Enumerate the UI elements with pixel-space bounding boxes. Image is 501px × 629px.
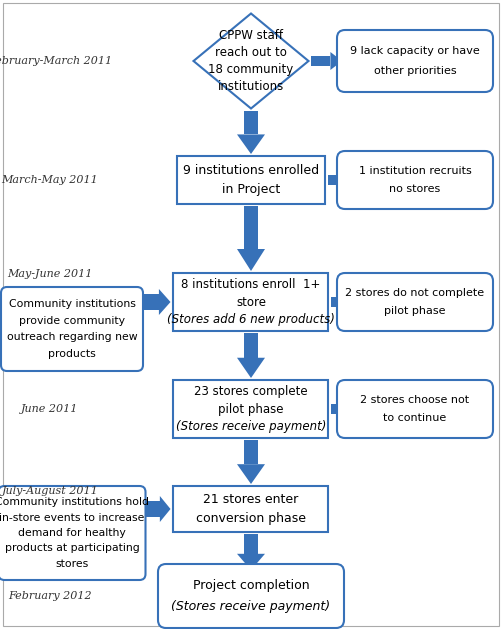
Polygon shape [330,52,341,70]
Text: Project completion: Project completion [192,579,309,592]
Text: stores: stores [55,559,89,569]
Text: May-June 2011: May-June 2011 [8,269,93,279]
Text: conversion phase: conversion phase [195,512,306,525]
Polygon shape [236,358,265,378]
Polygon shape [236,554,265,570]
FancyBboxPatch shape [1,287,143,371]
Polygon shape [337,293,341,311]
Polygon shape [193,13,308,108]
FancyBboxPatch shape [327,175,336,185]
Text: Community institutions hold: Community institutions hold [0,497,149,507]
FancyBboxPatch shape [173,380,328,438]
Text: in-store events to increase: in-store events to increase [0,513,144,523]
Polygon shape [236,464,265,484]
Text: 18 community: 18 community [208,63,293,76]
Text: provide community: provide community [19,316,125,326]
Text: other priorities: other priorities [373,66,455,76]
Text: pilot phase: pilot phase [218,403,283,416]
Text: in Project: in Project [221,184,280,196]
Text: store: store [235,296,266,308]
Text: products: products [48,349,96,359]
Text: outreach regarding new: outreach regarding new [7,332,137,342]
Text: (Stores receive payment): (Stores receive payment) [175,420,326,433]
FancyBboxPatch shape [142,501,159,517]
Text: 21 stores enter: 21 stores enter [203,493,298,506]
Polygon shape [336,171,341,189]
Text: 9 institutions enrolled: 9 institutions enrolled [182,164,319,177]
FancyBboxPatch shape [336,380,492,438]
Text: CPPW staff: CPPW staff [218,29,283,42]
Polygon shape [337,400,341,418]
FancyBboxPatch shape [158,564,343,628]
Text: institutions: institutions [217,80,284,93]
Text: demand for healthy: demand for healthy [18,528,126,538]
Text: pilot phase: pilot phase [383,306,445,316]
Text: (Stores add 6 new products): (Stores add 6 new products) [167,313,334,326]
Polygon shape [159,496,170,522]
Text: reach out to: reach out to [214,46,287,59]
Text: Community institutions: Community institutions [9,299,135,309]
FancyBboxPatch shape [243,440,258,464]
Text: products at participating: products at participating [5,543,139,554]
FancyBboxPatch shape [0,486,145,580]
Text: June 2011: June 2011 [21,404,79,414]
Text: July-August 2011: July-August 2011 [2,486,98,496]
FancyBboxPatch shape [311,56,330,66]
Text: February-March 2011: February-March 2011 [0,56,112,66]
FancyBboxPatch shape [243,534,258,554]
Polygon shape [236,135,265,154]
FancyBboxPatch shape [336,30,492,92]
FancyBboxPatch shape [173,273,328,331]
FancyBboxPatch shape [173,486,328,532]
Text: to continue: to continue [383,413,446,423]
FancyBboxPatch shape [331,297,337,307]
Text: 8 institutions enroll  1+: 8 institutions enroll 1+ [181,279,320,291]
Text: (Stores receive payment): (Stores receive payment) [171,600,330,613]
Text: 2 stores choose not: 2 stores choose not [360,395,468,405]
Text: no stores: no stores [389,184,440,194]
FancyBboxPatch shape [336,151,492,209]
FancyBboxPatch shape [243,206,258,249]
FancyBboxPatch shape [331,404,337,414]
Text: 1 institution recruits: 1 institution recruits [358,166,470,176]
Text: 2 stores do not complete: 2 stores do not complete [345,288,483,298]
Text: March-May 2011: March-May 2011 [2,175,98,185]
FancyBboxPatch shape [336,273,492,331]
Polygon shape [236,249,265,271]
Text: 9 lack capacity or have: 9 lack capacity or have [349,46,479,56]
Polygon shape [159,289,170,315]
Text: February 2012: February 2012 [8,591,92,601]
FancyBboxPatch shape [243,111,258,135]
FancyBboxPatch shape [177,156,324,204]
FancyBboxPatch shape [140,294,159,310]
FancyBboxPatch shape [243,333,258,358]
Text: 23 stores complete: 23 stores complete [194,386,307,398]
